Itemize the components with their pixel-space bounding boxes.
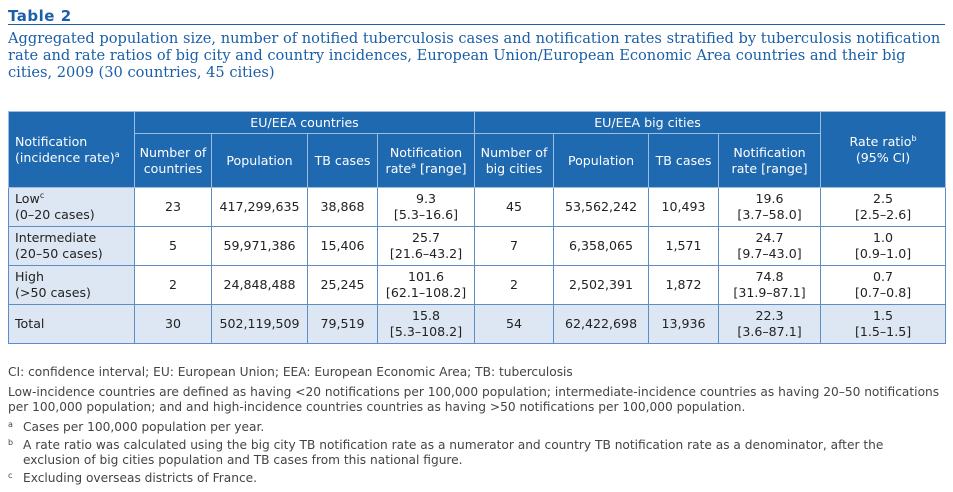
rate-ratio: 0.7 [0.7–0.8] (820, 265, 947, 305)
header-city-tb-cases: TB cases (648, 133, 720, 188)
header-number-countries: Number of countries (134, 133, 212, 188)
header-notification: Notification (incidence rate)a (8, 111, 135, 188)
city-tb-cases: 1,872 (648, 265, 720, 305)
footnote-mark: a (8, 420, 13, 429)
city-tb-cases: 1,571 (648, 226, 720, 266)
city-population: 53,562,242 (553, 187, 650, 227)
footnote-mark: c (8, 471, 13, 480)
abbreviations-note: CI: confidence interval; EU: European Un… (8, 365, 573, 379)
country-population: 417,299,635 (211, 187, 308, 227)
country-rate: 9.3 [5.3–16.6] (376, 187, 476, 227)
header-country-population: Population (211, 133, 308, 188)
row-label: Intermediate (20–50 cases) (8, 226, 135, 266)
number-cities: 2 (474, 265, 555, 305)
city-rate: 22.3 [3.6–87.1] (718, 304, 822, 344)
row-label: High (>50 cases) (8, 265, 135, 305)
table-caption: Aggregated population size, number of no… (8, 30, 941, 81)
footnote-mark: b (8, 438, 14, 447)
footnote: c Excluding overseas districts of France. (8, 471, 943, 486)
number-countries: 30 (134, 304, 212, 344)
table-row: High (>50 cases) 2 24,848,488 25,245 101.6 [62… (8, 265, 947, 305)
row-label: Total (8, 304, 135, 344)
number-cities: 54 (474, 304, 555, 344)
number-cities: 7 (474, 226, 555, 266)
number-countries: 2 (134, 265, 212, 305)
country-tb-cases: 79,519 (307, 304, 378, 344)
footnote-text: A rate ratio was calculated using the bi… (23, 438, 884, 467)
city-population: 6,358,065 (553, 226, 650, 266)
number-countries: 5 (134, 226, 212, 266)
title-rule (8, 24, 945, 25)
number-cities: 45 (474, 187, 555, 227)
rate-ratio: 2.5 [2.5–2.6] (820, 187, 947, 227)
header-cities-group: EU/EEA big cities (474, 111, 822, 134)
definition-note: Low-incidence countries are defined as h… (8, 385, 940, 414)
city-population: 62,422,698 (553, 304, 650, 344)
table-row: Lowc (0–20 cases) 23 417,299,635 38,868 9.3 [5… (8, 187, 947, 227)
city-rate: 74.8 [31.9–87.1] (718, 265, 822, 305)
table-row: Intermediate (20–50 cases) 5 59,971,386 15,4… (8, 226, 947, 266)
footnote: b A rate ratio was calculated using the b… (8, 438, 943, 468)
table-notes: CI: confidence interval; EU: European Un… (8, 365, 943, 489)
country-population: 502,119,509 (211, 304, 308, 344)
country-population: 24,848,488 (211, 265, 308, 305)
city-population: 2,502,391 (553, 265, 650, 305)
header-country-tb-cases: TB cases (307, 133, 378, 188)
country-population: 59,971,386 (211, 226, 308, 266)
footnotes: a Cases per 100,000 population per year. b… (8, 420, 943, 486)
rate-ratio: 1.5 [1.5–1.5] (820, 304, 947, 344)
table-label: Table 2 (8, 7, 72, 25)
footnote-text: Cases per 100,000 population per year. (23, 420, 265, 434)
country-tb-cases: 15,406 (307, 226, 378, 266)
country-rate: 15.8 [5.3–108.2] (376, 304, 476, 344)
city-rate: 24.7 [9.7–43.0] (718, 226, 822, 266)
table-row: Total 30 502,119,509 79,519 15.8 [5.3–108.2] 5… (8, 304, 947, 344)
footnote-text: Excluding overseas districts of France. (23, 471, 258, 485)
country-rate: 101.6 [62.1–108.2] (376, 265, 476, 305)
header-country-rate: Notification ratea [range] (376, 133, 476, 188)
city-tb-cases: 13,936 (648, 304, 720, 344)
city-rate: 19.6 [3.7–58.0] (718, 187, 822, 227)
country-tb-cases: 25,245 (307, 265, 378, 305)
header-number-cities: Number of big cities (474, 133, 555, 188)
rate-ratio: 1.0 [0.9–1.0] (820, 226, 947, 266)
country-rate: 25.7 [21.6–43.2] (376, 226, 476, 266)
number-countries: 23 (134, 187, 212, 227)
data-table: Notification (incidence rate)a EU/EEA co… (8, 111, 947, 344)
country-tb-cases: 38,868 (307, 187, 378, 227)
city-tb-cases: 10,493 (648, 187, 720, 227)
header-city-population: Population (553, 133, 650, 188)
header-countries-group: EU/EEA countries (133, 111, 476, 134)
header-city-rate: Notification rate [range] (718, 133, 822, 188)
row-label: Lowc (0–20 cases) (8, 187, 135, 227)
header-rate-ratio: Rate ratiob (95% CI) (820, 111, 947, 188)
footnote: a Cases per 100,000 population per year. (8, 420, 943, 435)
